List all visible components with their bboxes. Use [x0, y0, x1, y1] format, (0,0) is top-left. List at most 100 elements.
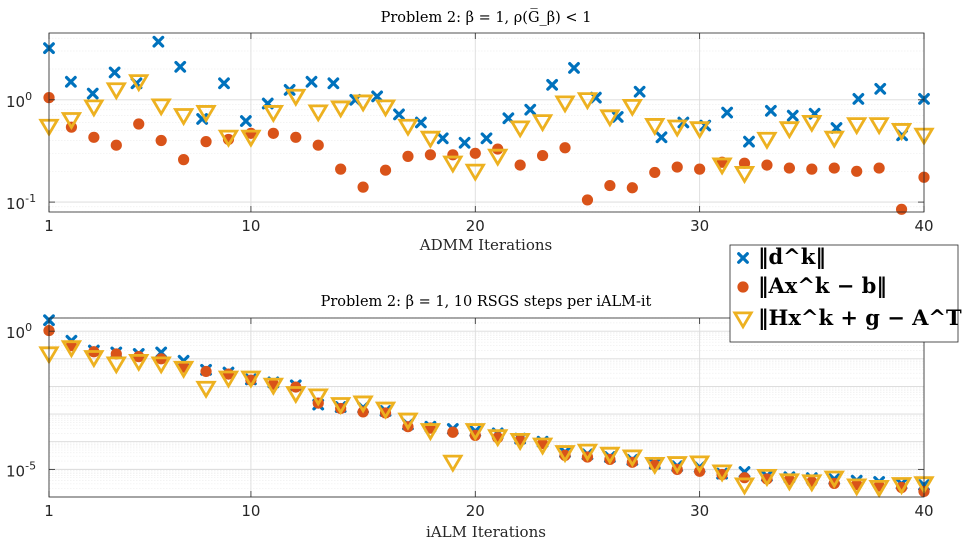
- data-point: [469, 147, 481, 159]
- data-point: [806, 163, 818, 175]
- data-point: [688, 121, 711, 140]
- data-point: [514, 159, 526, 171]
- data-point: [846, 117, 868, 136]
- data-point: [352, 94, 374, 113]
- data-point: [83, 99, 105, 118]
- data-point: [828, 162, 840, 174]
- data-point: [536, 149, 549, 162]
- data-point: [487, 148, 509, 167]
- data-point: [846, 478, 868, 497]
- data-point: [60, 112, 83, 131]
- data-point: [756, 131, 778, 150]
- data-point: [733, 166, 756, 185]
- data-point: [195, 380, 217, 399]
- data-point: [174, 60, 187, 73]
- data-point: [649, 166, 661, 179]
- data-point: [240, 370, 262, 389]
- data-point: [290, 131, 302, 143]
- data-point: [150, 356, 172, 375]
- data-point: [868, 479, 890, 499]
- data-point: [621, 98, 643, 118]
- data-point: [60, 340, 83, 359]
- data-point: [128, 353, 150, 373]
- data-point: [786, 109, 799, 122]
- data-point: [178, 154, 190, 166]
- y-tick-label: 10-5: [6, 459, 36, 480]
- x-tick-label: 1: [44, 217, 54, 235]
- data-point: [152, 35, 165, 48]
- x-tick-label: 10: [241, 217, 260, 235]
- data-point: [480, 132, 493, 145]
- data-point: [393, 108, 405, 121]
- data-point: [823, 130, 845, 149]
- legend-entry-label: ‖Ax^k − b‖: [758, 273, 887, 298]
- bottom-x-axis-label: iALM Iterations: [426, 523, 546, 541]
- data-point: [195, 105, 217, 124]
- data-point: [397, 118, 419, 137]
- data-point: [633, 85, 646, 98]
- data-point: [352, 395, 374, 414]
- y-tick-label: 10-1: [6, 192, 36, 213]
- data-point: [458, 136, 471, 149]
- data-point: [330, 100, 352, 119]
- top-ticks: 1 10 20 30 40 10-1 100: [6, 33, 934, 235]
- data-point: [172, 108, 195, 127]
- data-point: [357, 181, 369, 193]
- data-point: [764, 104, 777, 117]
- data-point: [447, 149, 459, 161]
- top-axes: 1 10 20 30 40 10-1 100 Problem 2: β = 1, ρ(G̅_…: [6, 7, 935, 254]
- data-point: [644, 118, 666, 137]
- legend-entry-label: ‖Hx^k + g − A^T μ^k‖: [758, 305, 962, 330]
- data-point: [335, 163, 347, 175]
- data-point: [464, 423, 486, 442]
- data-point: [874, 82, 887, 95]
- top-x-axis-label: ADMM Iterations: [419, 236, 553, 254]
- bottom-plot-area: [49, 318, 924, 497]
- data-point: [285, 88, 307, 107]
- data-point: [217, 129, 240, 148]
- data-point: [442, 454, 464, 473]
- data-point: [711, 157, 733, 176]
- data-point: [531, 114, 554, 133]
- data-point: [307, 104, 329, 123]
- data-point: [761, 159, 773, 171]
- legend-marker: [737, 281, 749, 293]
- data-point: [851, 165, 863, 177]
- data-point: [402, 150, 414, 162]
- data-point: [217, 370, 240, 389]
- data-point: [671, 161, 683, 173]
- data-point: [509, 120, 531, 139]
- data-point: [262, 105, 285, 124]
- data-point: [64, 75, 77, 88]
- data-point: [218, 77, 230, 90]
- data-point: [105, 82, 127, 101]
- bottom-axes-box: [48, 317, 925, 498]
- data-point: [733, 477, 756, 496]
- legend: ‖d^k‖ ‖Ax^k − b‖ ‖Hx^k + g − A^T μ^k‖: [729, 244, 962, 343]
- data-point: [666, 456, 688, 475]
- data-point: [721, 106, 734, 119]
- data-point: [554, 95, 576, 114]
- data-point: [890, 477, 913, 496]
- data-point: [783, 162, 795, 174]
- top-axes-box: [48, 32, 925, 213]
- data-point: [576, 92, 599, 111]
- data-point: [852, 93, 865, 105]
- x-tick-label: 30: [690, 217, 709, 235]
- data-point: [546, 78, 559, 91]
- data-point: [576, 443, 599, 462]
- x-tick-label: 1: [44, 502, 54, 520]
- data-point: [128, 74, 150, 93]
- data-point: [868, 117, 890, 136]
- x-tick-label: 20: [466, 217, 485, 235]
- data-point: [424, 149, 437, 161]
- data-point: [86, 87, 99, 100]
- x-tick-label: 20: [466, 502, 485, 520]
- data-point: [239, 115, 252, 127]
- data-point: [778, 473, 801, 492]
- data-point: [531, 437, 554, 456]
- data-point: [200, 136, 212, 148]
- data-point: [666, 119, 688, 138]
- bottom-marks: [38, 314, 935, 499]
